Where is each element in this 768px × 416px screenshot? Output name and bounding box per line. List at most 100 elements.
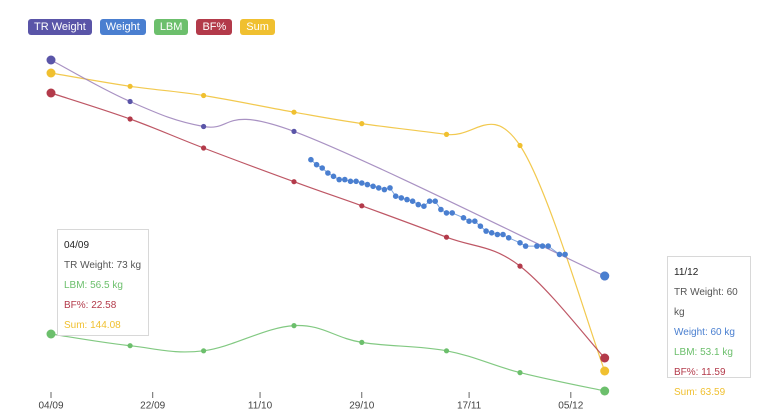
point-lbm[interactable] [201,348,207,354]
point-weight[interactable] [443,210,450,216]
point-sum[interactable] [359,121,365,127]
point-weight[interactable] [600,271,610,281]
point-weight[interactable] [477,223,484,229]
point-weight[interactable] [522,243,529,249]
point-sum[interactable] [46,68,56,78]
x-tick-label: 17/11 [457,400,482,411]
point-bf[interactable] [127,116,133,122]
point-weight[interactable] [330,173,337,180]
point-weight[interactable] [500,231,506,238]
tooltip-end: 11/12 TR Weight: 60 kg Weight: 60 kg LBM: 5… [667,256,751,398]
point-weight[interactable] [364,181,371,188]
point-sum[interactable] [127,83,133,89]
point-weight[interactable] [432,198,439,204]
point-weight[interactable] [562,251,568,258]
point-tr-weight[interactable] [46,55,56,65]
chart-legend: TR Weight Weight LBM BF% Sum [28,19,275,35]
point-weight[interactable] [449,210,456,216]
point-weight[interactable] [505,235,512,241]
point-sum[interactable] [201,92,207,99]
point-weight[interactable] [336,176,343,183]
x-tick-label: 22/09 [140,400,165,411]
series-line-weight [310,159,566,255]
point-tr-weight[interactable] [127,98,133,105]
x-tick-label: 29/10 [349,400,374,411]
series-line-tr-weight [50,59,605,277]
legend-sum[interactable]: Sum [240,19,275,35]
point-sum[interactable] [443,131,450,137]
legend-lbm[interactable]: LBM [153,19,189,35]
point-bf[interactable] [517,263,523,269]
point-lbm[interactable] [443,348,450,354]
point-weight[interactable] [398,195,405,201]
x-tick-label: 05/12 [558,400,583,411]
legend-tr-weight[interactable]: TR Weight [28,19,92,35]
point-weight[interactable] [556,251,563,258]
point-bf[interactable] [359,203,365,209]
x-tick-label: 11/10 [248,400,273,411]
tooltip-row: BF%: 11.59 [674,367,726,378]
tooltip-start: 04/09 TR Weight: 73 kg LBM: 56.5 kg BF%: 22… [57,229,149,336]
point-bf[interactable] [46,88,56,98]
point-sum[interactable] [600,366,610,376]
x-tick-label: 04/09 [38,400,63,411]
point-sum[interactable] [517,142,523,149]
point-weight[interactable] [539,243,546,249]
point-weight[interactable] [353,178,359,185]
tooltip-title: 11/12 [674,267,699,278]
point-weight[interactable] [483,228,489,234]
point-bf[interactable] [600,353,610,363]
point-weight[interactable] [426,198,433,204]
point-lbm[interactable] [127,343,133,349]
point-weight[interactable] [409,198,416,204]
tooltip-row: Sum: 63.59 [674,387,726,398]
point-weight[interactable] [545,243,551,249]
point-lbm[interactable] [517,370,523,376]
point-weight[interactable] [347,178,354,185]
point-weight[interactable] [319,165,326,171]
tooltip-row: TR Weight: 60 kg [674,287,738,318]
point-weight[interactable] [488,230,495,236]
point-lbm[interactable] [46,329,56,339]
legend-bf[interactable]: BF% [196,19,233,35]
tooltip-row: Weight: 60 kg [674,327,735,338]
point-lbm[interactable] [291,323,297,329]
tooltip-row: BF%: 22.58 [64,300,117,311]
point-weight[interactable] [517,240,523,246]
point-weight[interactable] [494,231,501,238]
point-weight[interactable] [325,170,331,176]
tooltip-row: TR Weight: 73 kg [64,260,142,271]
point-weight[interactable] [370,183,376,190]
tooltip-row: LBM: 56.5 kg [64,280,123,291]
point-weight[interactable] [421,203,427,209]
legend-weight[interactable]: Weight [99,19,146,35]
point-weight[interactable] [438,206,444,213]
point-tr-weight[interactable] [291,128,297,134]
tooltip-title: 04/09 [64,240,90,251]
point-weight[interactable] [466,218,472,224]
point-sum[interactable] [291,109,297,115]
point-weight[interactable] [392,193,399,199]
point-bf[interactable] [443,234,450,240]
point-weight[interactable] [387,185,393,191]
point-lbm[interactable] [600,386,610,396]
tooltip-row: Sum: 144.08 [64,320,121,331]
point-weight[interactable] [308,156,314,163]
tooltip-row: LBM: 53.1 kg [674,347,733,358]
point-weight[interactable] [381,186,388,193]
point-weight[interactable] [359,180,365,186]
point-weight[interactable] [415,201,422,208]
point-weight[interactable] [472,218,478,224]
point-bf[interactable] [201,145,207,151]
point-weight[interactable] [460,215,467,221]
point-weight[interactable] [342,176,348,183]
series-line-lbm [50,324,605,392]
point-weight[interactable] [404,196,410,203]
point-bf[interactable] [291,179,297,185]
point-weight[interactable] [375,185,382,191]
point-weight[interactable] [313,161,320,168]
point-weight[interactable] [534,243,540,249]
point-tr-weight[interactable] [201,123,207,130]
point-lbm[interactable] [359,339,365,345]
